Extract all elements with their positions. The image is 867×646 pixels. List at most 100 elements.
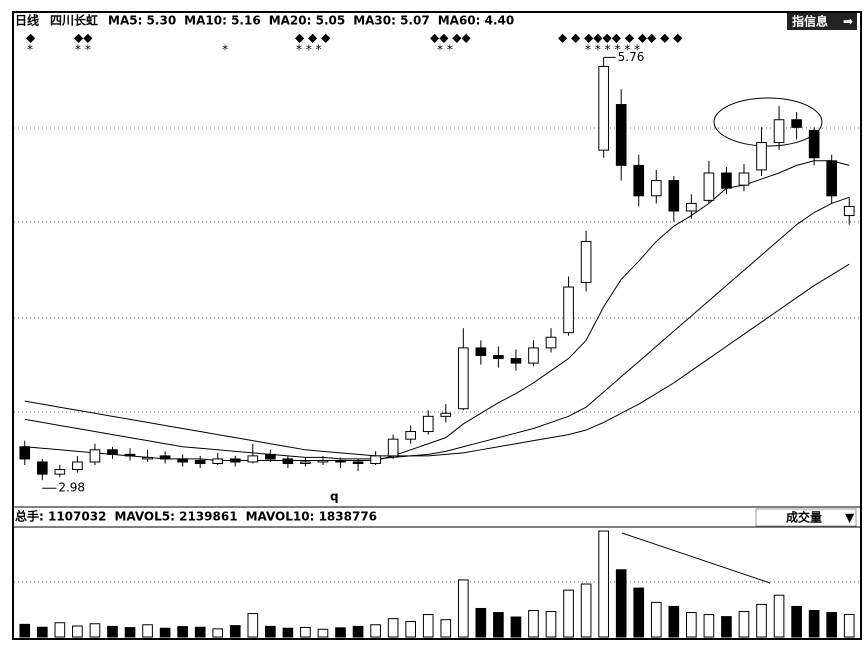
volume-bar bbox=[721, 616, 732, 638]
volume-bar bbox=[335, 627, 346, 638]
volume-bar bbox=[36, 626, 48, 638]
volume-bar bbox=[370, 624, 381, 638]
volume-bar bbox=[19, 623, 31, 638]
ma-label: MA30: 5.07 bbox=[353, 14, 430, 28]
volume-bar bbox=[686, 612, 697, 638]
volume-bar bbox=[633, 587, 645, 638]
volume-bar bbox=[194, 626, 206, 638]
volume-bar bbox=[773, 594, 785, 638]
candle-body bbox=[738, 172, 750, 186]
selector-label[interactable]: 成交量 bbox=[786, 510, 822, 525]
volume-bar bbox=[317, 628, 329, 638]
candle-body bbox=[247, 455, 259, 463]
trend-line bbox=[621, 532, 771, 584]
candle-body bbox=[580, 240, 592, 283]
volume-bar bbox=[756, 603, 767, 638]
candle-body bbox=[212, 458, 224, 464]
candle-body bbox=[405, 431, 417, 440]
candle-body bbox=[756, 142, 767, 171]
volume-bar bbox=[580, 583, 592, 638]
volume-bar bbox=[405, 621, 417, 638]
marker: ◆◆ bbox=[74, 31, 93, 45]
volume-bar bbox=[440, 619, 452, 638]
candle-body bbox=[493, 355, 504, 360]
volume-bar bbox=[826, 612, 838, 638]
candle-body bbox=[370, 455, 381, 464]
stock-name: 四川长虹 bbox=[50, 13, 98, 28]
candle-body bbox=[352, 461, 364, 464]
volume-bar bbox=[650, 601, 662, 638]
candle-body bbox=[124, 453, 136, 457]
signal-markers: ◆ * ◆◆ * * * ◆ ◆ ◆ * * * ◆◆ ◆◆ * * ◆ ◆ ◆… bbox=[26, 31, 683, 57]
volume-bar bbox=[72, 625, 83, 638]
volume-bar bbox=[510, 616, 522, 638]
candle-body bbox=[194, 459, 206, 464]
candle-body bbox=[387, 438, 399, 457]
candle-body bbox=[142, 456, 153, 460]
info-button-label[interactable]: 指信息 bbox=[792, 14, 828, 29]
candle-body bbox=[563, 286, 574, 334]
volume-bar bbox=[457, 579, 469, 638]
ma-label: MA10: 5.16 bbox=[184, 14, 261, 28]
candle-body bbox=[686, 202, 697, 212]
volume-bar bbox=[107, 625, 118, 638]
candle-body bbox=[633, 164, 645, 197]
candle-body bbox=[791, 119, 802, 128]
marker: * * bbox=[75, 43, 91, 57]
volume-bar bbox=[422, 614, 434, 638]
volume-bar bbox=[54, 622, 66, 638]
volume-label: MAVOL10: 1838776 bbox=[246, 510, 377, 524]
info-arrow[interactable]: ➡ bbox=[843, 15, 853, 29]
candle-body bbox=[668, 180, 680, 212]
marker: * * * bbox=[296, 43, 322, 57]
selector[interactable] bbox=[755, 508, 857, 527]
ma-label: MA60: 4.40 bbox=[438, 14, 515, 28]
marker: * * * * * * bbox=[585, 43, 640, 57]
candle-body bbox=[265, 453, 276, 460]
volume-bar bbox=[475, 607, 487, 638]
candle-body bbox=[300, 461, 311, 464]
volume-bar bbox=[124, 627, 136, 638]
frame bbox=[12, 11, 862, 640]
candle-body bbox=[54, 469, 66, 475]
candle-body bbox=[282, 458, 294, 464]
candle-body bbox=[19, 446, 31, 460]
volume-bar bbox=[598, 530, 609, 638]
volume-bar bbox=[668, 605, 680, 638]
marker: ◆ bbox=[26, 31, 36, 45]
volume-bar bbox=[89, 623, 101, 638]
candle-body bbox=[177, 458, 188, 463]
grid bbox=[14, 127, 860, 583]
volume-bar bbox=[247, 613, 259, 638]
candle-body bbox=[843, 205, 855, 217]
marker: * bbox=[222, 43, 228, 57]
volume-bar bbox=[142, 624, 153, 638]
marker: * * bbox=[437, 43, 453, 57]
volume-bar bbox=[282, 627, 294, 638]
volume-bar bbox=[563, 589, 574, 638]
ma-label: MA20: 5.05 bbox=[269, 14, 346, 28]
candle-body bbox=[721, 172, 732, 189]
candle-body bbox=[773, 119, 785, 144]
volume-bar bbox=[387, 618, 399, 638]
volume-bar bbox=[615, 569, 627, 638]
volume-bar bbox=[493, 612, 504, 638]
candle-body bbox=[510, 358, 522, 364]
volume-bar bbox=[352, 625, 364, 638]
selector-arrow[interactable]: ▼ bbox=[845, 511, 855, 525]
candle-body bbox=[457, 347, 469, 410]
volume-bar bbox=[159, 627, 171, 638]
marker: ◆ ◆ ◆ bbox=[295, 31, 331, 45]
info-button[interactable] bbox=[787, 13, 857, 30]
volume-bar bbox=[791, 605, 802, 638]
candle-body bbox=[159, 455, 171, 460]
volume-bar bbox=[738, 611, 750, 638]
candle-body bbox=[808, 129, 820, 159]
candle-body bbox=[528, 347, 539, 364]
highlight-ellipse bbox=[713, 97, 823, 147]
volume-bar bbox=[843, 613, 855, 638]
volume-bar bbox=[545, 611, 557, 638]
candle-body bbox=[615, 104, 627, 166]
volume-bar bbox=[265, 625, 276, 638]
